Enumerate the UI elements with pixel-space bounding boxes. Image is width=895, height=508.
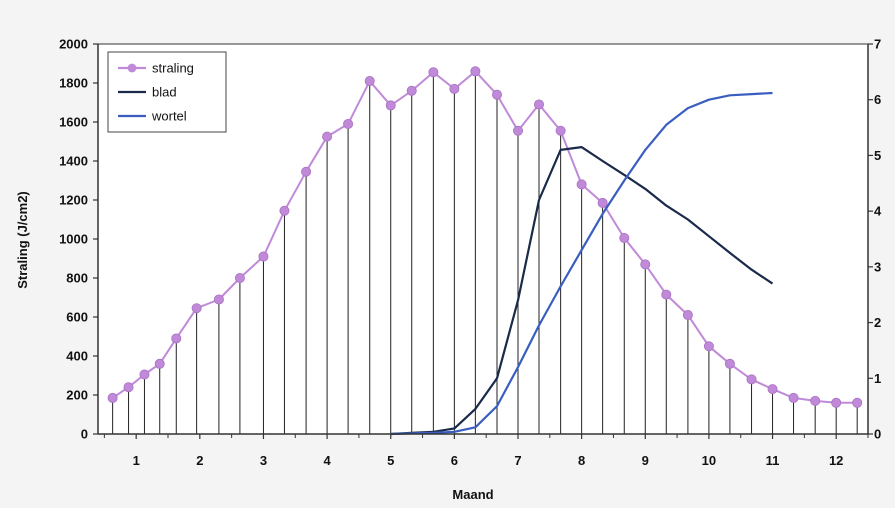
data-point-straling — [428, 67, 439, 78]
y2-tick-label: 4 — [874, 204, 882, 219]
data-point-straling — [191, 303, 202, 314]
data-point-straling — [831, 397, 842, 408]
data-point-straling — [576, 179, 587, 190]
data-point-straling — [555, 125, 566, 136]
data-point-straling — [640, 259, 651, 270]
y-tick-label: 800 — [66, 271, 88, 286]
data-point-straling — [597, 197, 608, 208]
y2-tick-label: 0 — [874, 427, 881, 442]
data-point-straling — [406, 85, 417, 96]
data-point-straling — [619, 233, 630, 244]
axes-group: 0200400600800100012001400160018002000012… — [59, 37, 882, 469]
data-point-straling — [343, 118, 354, 129]
y-tick-label: 1800 — [59, 76, 88, 91]
data-point-straling — [767, 384, 778, 395]
series-line-blad — [390, 146, 774, 436]
data-point-straling — [301, 166, 312, 177]
legend-marker-straling — [127, 63, 137, 73]
series-line-wortel — [390, 91, 773, 436]
y2-tick-label: 5 — [874, 148, 881, 163]
y-tick-label: 1400 — [59, 154, 88, 169]
data-point-straling — [788, 392, 799, 403]
data-point-straling — [171, 333, 182, 344]
y-tick-label: 200 — [66, 388, 88, 403]
y-axis-title: Straling (J/cm2) — [15, 191, 30, 289]
legend: straling blad wortel — [107, 51, 227, 133]
data-point-straling — [852, 397, 863, 408]
x-tick-label: 2 — [196, 453, 203, 468]
series-group — [107, 66, 863, 436]
data-point-straling — [746, 374, 757, 385]
data-point-straling — [364, 76, 375, 87]
x-tick-label: 12 — [829, 453, 843, 468]
x-tick-label: 9 — [642, 453, 649, 468]
y-tick-label: 0 — [81, 427, 88, 442]
y-tick-label: 1200 — [59, 193, 88, 208]
legend-label-blad: blad — [152, 85, 177, 100]
data-point-straling — [139, 369, 150, 380]
y2-tick-label: 2 — [874, 315, 881, 330]
data-point-straling — [724, 358, 735, 369]
x-tick-label: 7 — [514, 453, 521, 468]
x-tick-label: 10 — [702, 453, 716, 468]
data-point-straling — [154, 358, 165, 369]
legend-label-straling: straling — [152, 61, 194, 76]
x-axis-title: Maand — [452, 487, 493, 502]
y-tick-label: 600 — [66, 310, 88, 325]
y2-tick-label: 7 — [874, 37, 881, 52]
y2-tick-label: 1 — [874, 371, 881, 386]
data-point-straling — [682, 310, 693, 321]
y2-tick-label: 6 — [874, 92, 881, 107]
data-point-straling — [661, 289, 672, 300]
x-tick-label: 6 — [451, 453, 458, 468]
data-point-straling — [385, 100, 396, 111]
data-point-straling — [234, 272, 245, 283]
data-point-straling — [534, 99, 545, 110]
x-tick-label: 11 — [766, 453, 780, 468]
x-tick-label: 8 — [578, 453, 585, 468]
y2-tick-label: 3 — [874, 259, 881, 274]
y-tick-label: 1600 — [59, 115, 88, 130]
legend-label-wortel: wortel — [151, 109, 187, 124]
data-point-straling — [107, 392, 118, 403]
y-tick-label: 2000 — [59, 37, 88, 52]
data-point-straling — [449, 83, 460, 94]
data-point-straling — [470, 66, 481, 77]
x-tick-label: 1 — [133, 453, 140, 468]
data-point-straling — [513, 125, 524, 136]
data-point-straling — [123, 382, 134, 393]
data-point-straling — [322, 131, 333, 142]
data-point-straling — [213, 294, 224, 305]
data-point-straling — [703, 341, 714, 352]
y-tick-label: 1000 — [59, 232, 88, 247]
x-tick-label: 3 — [260, 453, 267, 468]
data-point-straling — [258, 251, 269, 262]
y-tick-label: 400 — [66, 349, 88, 364]
data-point-straling — [810, 395, 821, 406]
data-point-straling — [279, 205, 290, 216]
x-tick-label: 5 — [387, 453, 394, 468]
x-tick-label: 4 — [323, 453, 331, 468]
data-point-straling — [491, 89, 502, 100]
